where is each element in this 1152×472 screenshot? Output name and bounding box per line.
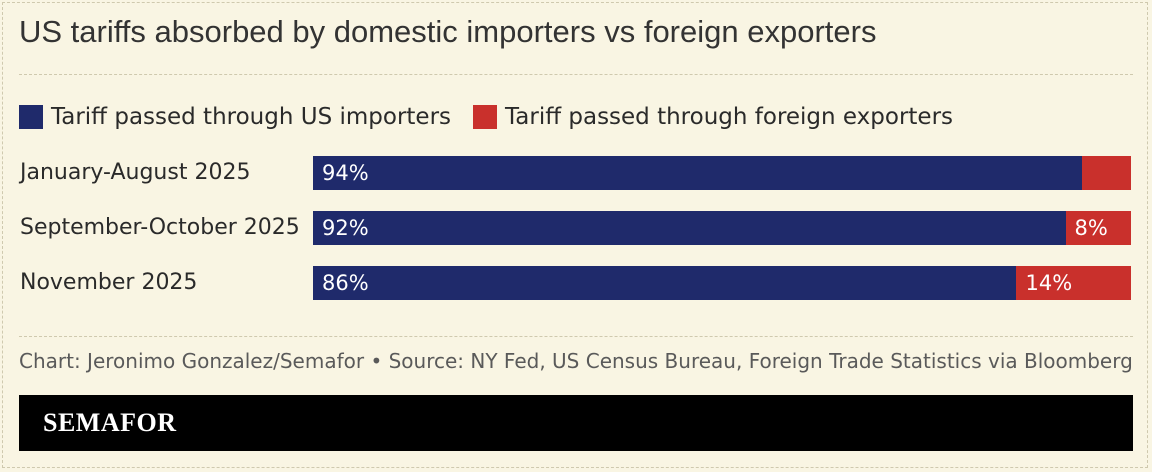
bar-segment-importers: 86% (313, 266, 1017, 300)
category-label: January-August 2025 (20, 160, 251, 185)
legend-item-exporters: Tariff passed through foreign exporters (473, 104, 953, 130)
bar-segment-importers: 92% (313, 211, 1066, 245)
legend: Tariff passed through US importers Tarif… (19, 102, 975, 132)
category-label: November 2025 (20, 270, 198, 295)
divider-bottom (19, 336, 1133, 337)
legend-swatch-importers (19, 105, 43, 129)
divider-top (19, 74, 1133, 75)
bar-segment-importers: 94% (313, 156, 1082, 190)
footer-bar: SEMAFOR (19, 395, 1133, 451)
bar-segment-exporters: 14% (1016, 266, 1131, 300)
bar-segment-exporters: 8% (1065, 211, 1131, 245)
legend-swatch-exporters (473, 105, 498, 129)
stacked-bar: 94% (313, 156, 1131, 190)
legend-item-importers: Tariff passed through US importers (19, 104, 451, 130)
chart-title: US tariffs absorbed by domestic importer… (19, 14, 877, 49)
stacked-bar: 86% 14% (313, 266, 1131, 300)
legend-label-importers: Tariff passed through US importers (51, 104, 452, 130)
stacked-bar: 92% 8% (313, 211, 1131, 245)
category-label: September-October 2025 (20, 215, 300, 240)
source-note: Chart: Jeronimo Gonzalez/Semafor • Sourc… (19, 349, 1133, 373)
bar-segment-exporters (1081, 156, 1131, 190)
legend-label-exporters: Tariff passed through foreign exporters (505, 104, 954, 130)
brand-logo: SEMAFOR (43, 408, 177, 437)
